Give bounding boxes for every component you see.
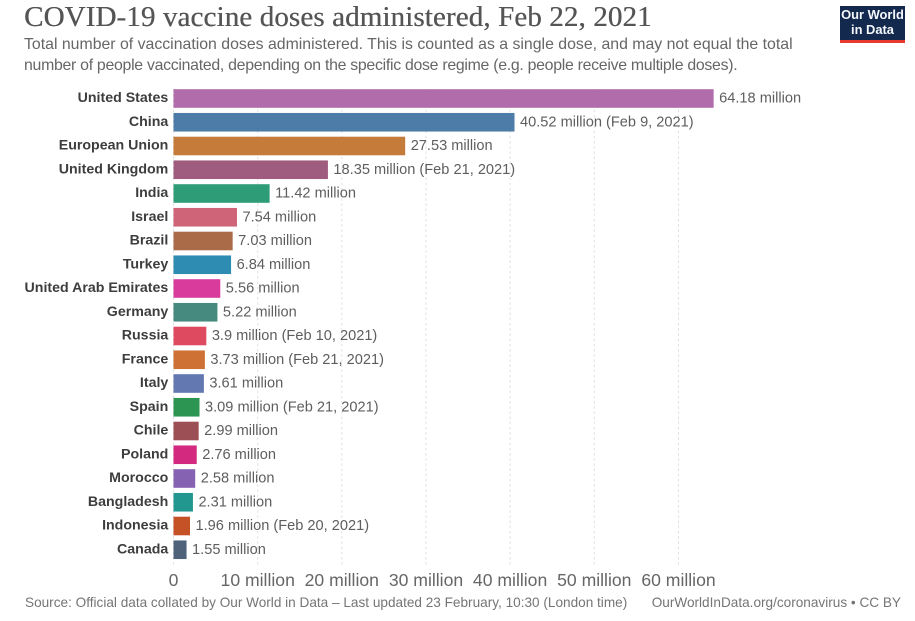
svg-text:Italy: Italy bbox=[140, 375, 168, 391]
svg-text:Morocco: Morocco bbox=[109, 470, 168, 486]
svg-text:Turkey: Turkey bbox=[123, 256, 169, 272]
svg-text:United States: United States bbox=[78, 90, 169, 106]
svg-text:Chile: Chile bbox=[134, 423, 169, 439]
svg-text:11.42 million: 11.42 million bbox=[275, 186, 356, 202]
svg-text:6.84 million: 6.84 million bbox=[237, 257, 311, 273]
svg-text:Israel: Israel bbox=[131, 209, 168, 225]
svg-text:Bangladesh: Bangladesh bbox=[88, 494, 168, 510]
svg-text:7.54 million: 7.54 million bbox=[242, 209, 316, 225]
svg-text:China: China bbox=[129, 114, 169, 130]
svg-text:3.09 million (Feb 21, 2021): 3.09 million (Feb 21, 2021) bbox=[205, 399, 379, 415]
svg-text:2.31 million: 2.31 million bbox=[198, 494, 272, 510]
svg-text:20 million: 20 million bbox=[305, 570, 379, 590]
svg-text:France: France bbox=[122, 351, 169, 367]
svg-text:India: India bbox=[135, 185, 168, 201]
svg-text:18.35 million (Feb 21, 2021): 18.35 million (Feb 21, 2021) bbox=[333, 162, 515, 178]
svg-text:United Kingdom: United Kingdom bbox=[59, 161, 169, 177]
svg-text:0: 0 bbox=[169, 570, 179, 590]
svg-text:Spain: Spain bbox=[130, 399, 169, 415]
svg-text:3.61 million: 3.61 million bbox=[209, 376, 283, 392]
svg-text:Indonesia: Indonesia bbox=[102, 518, 168, 534]
svg-text:5.22 million: 5.22 million bbox=[223, 304, 297, 320]
svg-text:5.56 million: 5.56 million bbox=[226, 281, 300, 297]
svg-text:2.99 million: 2.99 million bbox=[204, 423, 278, 439]
svg-text:Germany: Germany bbox=[107, 304, 169, 320]
svg-text:Poland: Poland bbox=[121, 446, 168, 462]
svg-text:30 million: 30 million bbox=[389, 570, 463, 590]
svg-text:3.9 million (Feb 10, 2021): 3.9 million (Feb 10, 2021) bbox=[212, 328, 377, 344]
svg-text:Brazil: Brazil bbox=[130, 233, 169, 249]
svg-text:64.18 million: 64.18 million bbox=[719, 91, 801, 107]
svg-text:Canada: Canada bbox=[117, 541, 168, 557]
svg-text:2.76 million: 2.76 million bbox=[202, 447, 276, 463]
svg-text:2.58 million: 2.58 million bbox=[201, 471, 275, 487]
svg-text:60 million: 60 million bbox=[641, 570, 715, 590]
svg-text:10 million: 10 million bbox=[221, 570, 295, 590]
svg-text:40 million: 40 million bbox=[473, 570, 547, 590]
svg-text:3.73 million (Feb 21, 2021): 3.73 million (Feb 21, 2021) bbox=[210, 352, 384, 368]
svg-text:50 million: 50 million bbox=[557, 570, 631, 590]
svg-text:Russia: Russia bbox=[122, 328, 169, 344]
svg-text:1.55 million: 1.55 million bbox=[192, 542, 266, 558]
svg-text:40.52 million (Feb 9, 2021): 40.52 million (Feb 9, 2021) bbox=[520, 114, 694, 130]
svg-text:European Union: European Union bbox=[59, 138, 169, 154]
svg-text:7.03 million: 7.03 million bbox=[238, 233, 312, 249]
svg-text:27.53 million: 27.53 million bbox=[411, 138, 493, 154]
svg-text:United Arab Emirates: United Arab Emirates bbox=[25, 280, 169, 296]
svg-text:1.96 million (Feb 20, 2021): 1.96 million (Feb 20, 2021) bbox=[196, 518, 370, 534]
